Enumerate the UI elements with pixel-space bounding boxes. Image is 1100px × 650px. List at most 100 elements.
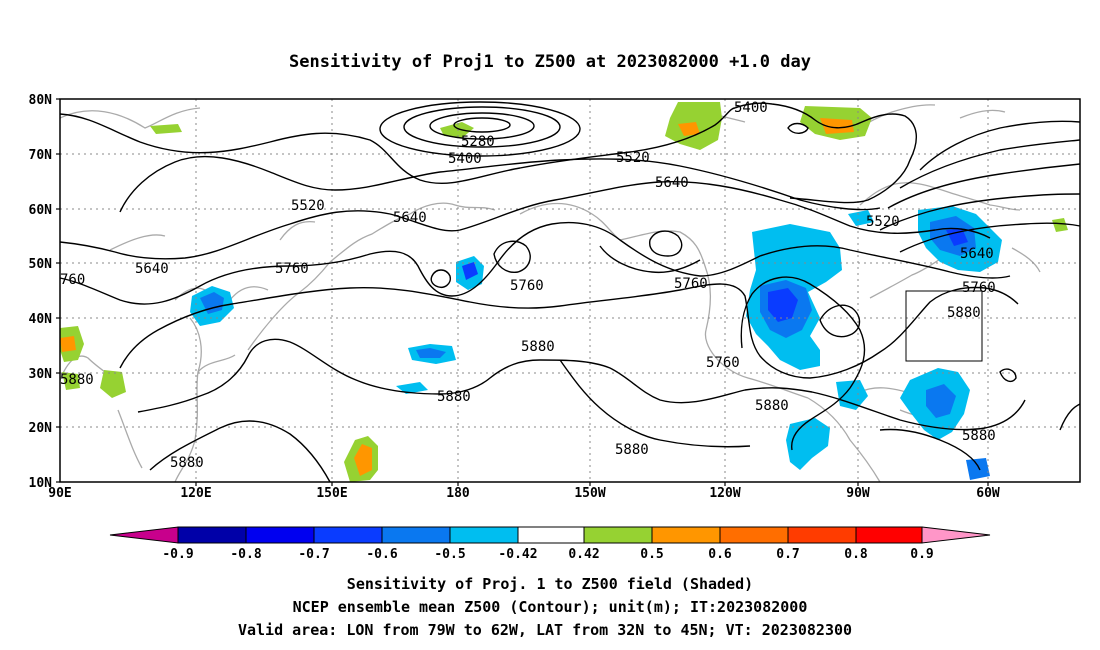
caption-line-1: Sensitivity of Proj. 1 to Z500 field (Sh… <box>347 575 753 593</box>
contour-label: 5520 <box>616 150 650 166</box>
colorbar-swatch <box>449 526 519 544</box>
caption-line-2: NCEP ensemble mean Z500 (Contour); unit(… <box>293 598 808 616</box>
contour-label: 5760 <box>510 278 544 294</box>
contour-labels: 5400 5280 5400 5520 5520 5640 5640 5640 … <box>60 100 996 471</box>
colorbar-label: 0.7 <box>776 547 799 562</box>
map-frame <box>59 98 1081 483</box>
shade-green-pole <box>440 122 474 138</box>
lat-label-50n: 50N <box>29 257 53 272</box>
lat-label-40n: 40N <box>29 312 53 327</box>
shade-deep-aleutian <box>462 262 478 280</box>
lon-label-120w: 120W <box>709 486 740 501</box>
z500-contours <box>59 101 1081 483</box>
colorbar-label: 0.9 <box>910 547 933 562</box>
contour-label: 5640 <box>393 210 427 226</box>
contour-label: 5880 <box>947 305 981 321</box>
contour-label: 760 <box>60 272 85 288</box>
latitude-labels: 80N 70N 60N 50N 40N 30N 20N 10N <box>29 93 53 491</box>
contour-label: 5880 <box>615 442 649 458</box>
colorbar-label: -0.42 <box>498 547 537 562</box>
contour-label: 5640 <box>960 246 994 262</box>
colorbar-swatch <box>517 526 585 544</box>
contour-label: 5880 <box>170 455 204 471</box>
sensitivity-shading <box>60 102 1068 482</box>
colorbar-swatch <box>855 526 923 544</box>
shade-blue-south-atl <box>966 458 990 480</box>
colorbar-label: -0.6 <box>366 547 397 562</box>
colorbar-label: 0.6 <box>708 547 732 562</box>
contour-label: 5520 <box>291 198 325 214</box>
colorbar-label: 0.5 <box>640 547 663 562</box>
caption-line-3: Valid area: LON from 79W to 62W, LAT fro… <box>238 621 852 639</box>
shade-green-east-edge <box>1052 218 1068 232</box>
colorbar: -0.9 -0.8 -0.7 -0.6 -0.5 -0.42 0.42 0.5 … <box>109 526 991 562</box>
colorbar-label: -0.8 <box>230 547 261 562</box>
colorbar-label: 0.8 <box>844 547 868 562</box>
valid-area-box <box>905 290 983 362</box>
lon-label-150w: 150W <box>574 486 605 501</box>
lat-ticks <box>56 98 60 483</box>
colorbar-right-triangle <box>921 526 991 544</box>
colorbar-label: -0.7 <box>298 547 329 562</box>
shade-orange-pacific <box>354 444 372 476</box>
lat-label-10n: 10N <box>29 476 53 491</box>
colorbar-swatch <box>177 526 247 544</box>
lat-label-30n: 30N <box>29 367 53 382</box>
shade-deep-pacific-a <box>416 348 446 358</box>
lon-ticks <box>195 482 989 486</box>
lat-label-80n: 80N <box>29 93 53 108</box>
shade-orange-alaska <box>678 122 700 136</box>
colorbar-label: -0.5 <box>434 547 465 562</box>
colorbar-swatch <box>313 526 383 544</box>
lat-label-70n: 70N <box>29 148 53 163</box>
contour-label: 5760 <box>962 280 996 296</box>
contour-label: 5760 <box>674 276 708 292</box>
grid <box>60 99 1080 482</box>
contour-label: 5400 <box>734 100 768 116</box>
colorbar-swatch <box>583 526 653 544</box>
shade-deeper-east-canada <box>946 228 968 246</box>
colorbar-label: -0.9 <box>162 547 193 562</box>
contour-label: 5760 <box>275 261 309 277</box>
contour-label: 5640 <box>135 261 169 277</box>
shade-deeper-us-west <box>768 288 798 322</box>
lon-label-60w: 60W <box>976 486 1000 501</box>
contour-label: 5880 <box>521 339 555 355</box>
shade-blue-pacific-b <box>396 382 428 394</box>
lon-label-180: 180 <box>446 486 470 501</box>
shade-orange-west-edge-2 <box>62 372 80 390</box>
contour-label: 5400 <box>448 151 482 167</box>
map-panel: 5400 5280 5400 5520 5520 5640 5640 5640 … <box>29 93 1081 501</box>
shade-green-west-edge-2 <box>100 370 126 398</box>
lon-label-90e: 90E <box>48 486 71 501</box>
shade-orange-west-edge <box>60 336 76 352</box>
colorbar-swatch <box>787 526 857 544</box>
colorbar-left-triangle <box>109 526 179 544</box>
shade-deep-korea <box>200 292 224 314</box>
shade-blue-us-gulf <box>836 380 868 410</box>
lon-label-150e: 150E <box>316 486 347 501</box>
shade-deep-caribbean <box>926 384 956 418</box>
map-title: Sensitivity of Proj1 to Z500 at 20230820… <box>289 52 811 72</box>
colorbar-label: 0.42 <box>568 547 599 562</box>
lon-label-120e: 120E <box>180 486 211 501</box>
shade-green-siberia <box>150 124 182 134</box>
colorbar-swatch <box>245 526 315 544</box>
contour-label: 5880 <box>60 372 94 388</box>
contour-label: 5880 <box>437 389 471 405</box>
lat-label-60n: 60N <box>29 203 53 218</box>
longitude-labels: 90E 120E 150E 180 150W 120W 90W 60W <box>48 486 1000 501</box>
colorbar-swatch <box>719 526 789 544</box>
contour-label: 5880 <box>962 428 996 444</box>
lon-label-90w: 90W <box>846 486 870 501</box>
shade-orange-canada <box>820 118 854 134</box>
lat-label-20n: 20N <box>29 421 53 436</box>
colorbar-swatch <box>381 526 451 544</box>
contour-label: 5760 <box>706 355 740 371</box>
contour-label: 5280 <box>461 134 495 150</box>
contour-label: 5640 <box>655 175 689 191</box>
contour-label: 5520 <box>866 214 900 230</box>
contour-label: 5880 <box>755 398 789 414</box>
shade-blue-labrador <box>848 210 874 226</box>
colorbar-swatch <box>651 526 721 544</box>
